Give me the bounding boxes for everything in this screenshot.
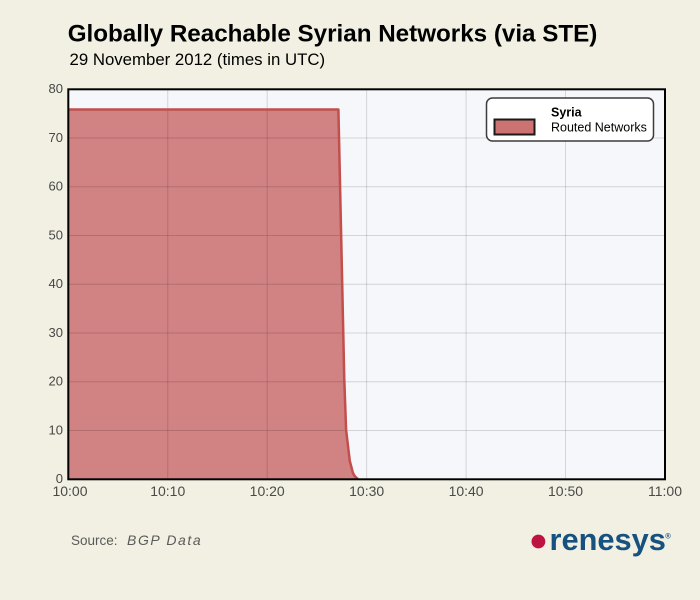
svg-text:®: ®: [665, 532, 671, 541]
svg-text:Globally Reachable Syrian Netw: Globally Reachable Syrian Networks (via …: [68, 21, 598, 48]
svg-text:10:50: 10:50: [548, 483, 583, 499]
svg-text:10: 10: [49, 422, 63, 437]
svg-text:Source:: Source:: [71, 533, 118, 548]
svg-text:29 November 2012 (times in UTC: 29 November 2012 (times in UTC): [70, 50, 326, 69]
svg-text:10:00: 10:00: [52, 483, 87, 499]
svg-text:80: 80: [49, 81, 63, 96]
svg-text:Routed Networks: Routed Networks: [551, 120, 647, 134]
svg-text:0: 0: [56, 471, 63, 486]
svg-text:Syria: Syria: [551, 105, 583, 119]
svg-text:11:00: 11:00: [648, 483, 682, 499]
svg-text:60: 60: [49, 179, 63, 194]
svg-text:10:10: 10:10: [150, 483, 185, 499]
svg-text:20: 20: [49, 374, 63, 389]
svg-text:10:40: 10:40: [449, 483, 484, 499]
svg-text:10:20: 10:20: [250, 483, 285, 499]
svg-text:50: 50: [49, 227, 63, 242]
svg-text:10:30: 10:30: [349, 483, 384, 499]
svg-text:70: 70: [49, 130, 63, 145]
svg-text:BGP Data: BGP Data: [127, 532, 202, 548]
svg-text:renesys: renesys: [550, 522, 666, 557]
svg-text:40: 40: [49, 276, 63, 291]
svg-text:30: 30: [49, 325, 63, 340]
